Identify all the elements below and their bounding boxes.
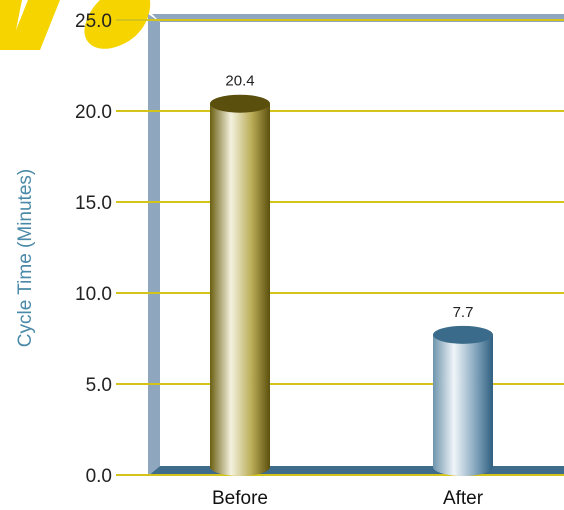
- x-axis-category-labels: Before After: [212, 488, 484, 509]
- bar-after: [433, 325, 493, 476]
- data-label: 7.7: [453, 304, 474, 321]
- data-labels: 20.4 7.7: [225, 73, 473, 321]
- bar-top-cap: [433, 325, 493, 344]
- y-tick-label: 25.0: [75, 11, 112, 32]
- data-label: 20.4: [225, 73, 254, 90]
- bar-top-cap: [210, 94, 270, 113]
- x-category-label: Before: [212, 488, 268, 509]
- y-axis-title: Cycle Time (Minutes): [15, 169, 36, 347]
- y-tick-label: 0.0: [86, 466, 112, 487]
- gridlines: [116, 19, 564, 476]
- y-tick-label: 15.0: [75, 193, 112, 214]
- bars: [210, 94, 493, 476]
- watermark-logo: [0, 0, 151, 50]
- y-tick-label: 5.0: [86, 375, 112, 396]
- y-axis-tick-labels: 0.0 5.0 10.0 15.0 20.0 25.0: [75, 11, 112, 487]
- y-tick-label: 10.0: [75, 284, 112, 305]
- bar-before: [210, 94, 270, 476]
- bar-body: [210, 103, 270, 476]
- y-tick-label: 20.0: [75, 102, 112, 123]
- bar-body: [433, 334, 493, 476]
- x-category-label: After: [443, 488, 484, 509]
